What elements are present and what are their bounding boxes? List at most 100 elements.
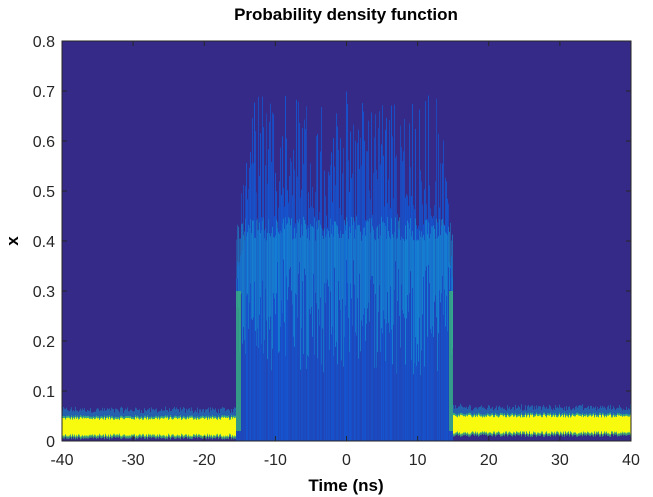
spread-column (314, 216, 315, 441)
spread-column (258, 96, 259, 441)
baseline-edge (134, 417, 135, 421)
edge-transition (238, 291, 239, 431)
baseline-edge (211, 416, 212, 420)
spread-core (311, 226, 312, 307)
baseline-edge (135, 436, 136, 440)
baseline-edge (561, 432, 562, 436)
baseline-edge (554, 431, 555, 435)
baseline-edge (537, 432, 538, 436)
baseline-edge (76, 434, 77, 438)
baseline-band (492, 415, 493, 435)
baseline-edge (147, 415, 148, 419)
spread-core (319, 219, 320, 326)
baseline-edge (107, 435, 108, 439)
baseline-edge (70, 417, 71, 421)
baseline-edge (582, 433, 583, 437)
baseline-band (490, 416, 491, 434)
baseline-band (549, 415, 550, 434)
baseline-edge (465, 431, 466, 435)
baseline-band (611, 417, 612, 433)
spread-core (302, 235, 303, 282)
spread-core (434, 228, 435, 302)
spread-core (259, 222, 260, 315)
x-tick-label: 40 (622, 452, 640, 469)
baseline-halo (516, 408, 517, 420)
baseline-halo (84, 408, 85, 420)
baseline-band (178, 418, 179, 437)
baseline-edge (163, 416, 164, 420)
baseline-edge (105, 417, 106, 421)
baseline-edge (581, 414, 582, 418)
baseline-edge (118, 434, 119, 438)
baseline-band (551, 417, 552, 433)
baseline-edge (228, 415, 229, 419)
baseline-edge (200, 416, 201, 420)
spread-core (348, 238, 349, 318)
spread-column (408, 205, 409, 441)
baseline-edge (225, 435, 226, 439)
baseline-edge (197, 416, 198, 420)
spread-column (439, 207, 440, 441)
baseline-edge (225, 415, 226, 419)
spread-column (396, 155, 397, 441)
baseline-edge (525, 433, 526, 437)
baseline-edge (569, 433, 570, 437)
spread-column (394, 104, 395, 441)
baseline-halo (220, 408, 221, 420)
spread-core (349, 226, 350, 353)
baseline-halo (465, 407, 466, 419)
baseline-edge (459, 414, 460, 418)
baseline-edge (598, 415, 599, 419)
baseline-edge (154, 417, 155, 421)
baseline-edge (544, 412, 545, 416)
baseline-band (159, 419, 160, 435)
baseline-edge (578, 413, 579, 417)
spread-core (324, 228, 325, 284)
baseline-edge (457, 415, 458, 419)
baseline-edge (584, 432, 585, 436)
spread-column (333, 138, 334, 441)
baseline-halo (461, 405, 462, 417)
baseline-band (535, 416, 536, 434)
baseline-band (168, 419, 169, 435)
baseline-edge (573, 413, 574, 417)
baseline-edge (467, 414, 468, 418)
baseline-edge (77, 435, 78, 439)
spread-column (368, 120, 369, 441)
baseline-halo (197, 407, 198, 419)
baseline-edge (490, 432, 491, 436)
spread-column (429, 185, 430, 441)
baseline-band (597, 416, 598, 433)
baseline-band (504, 415, 505, 435)
baseline-edge (109, 436, 110, 440)
baseline-edge (63, 435, 64, 439)
baseline-edge (230, 417, 231, 421)
baseline-edge (83, 415, 84, 419)
spread-column (383, 155, 384, 441)
baseline-edge (594, 431, 595, 435)
baseline-edge (565, 415, 566, 419)
baseline-band (594, 417, 595, 433)
baseline-edge (491, 413, 492, 417)
baseline-edge (588, 414, 589, 418)
baseline-halo (539, 406, 540, 418)
baseline-edge (207, 417, 208, 421)
baseline-edge (232, 416, 233, 420)
baseline-band (73, 417, 74, 437)
baseline-band (595, 415, 596, 435)
baseline-edge (522, 431, 523, 435)
spread-core (372, 226, 373, 276)
baseline-edge (624, 414, 625, 418)
baseline-edge (84, 416, 85, 420)
baseline-halo (98, 408, 99, 420)
baseline-edge (469, 412, 470, 416)
baseline-band (64, 417, 65, 437)
baseline-edge (228, 436, 229, 440)
baseline-edge (481, 414, 482, 418)
baseline-band (546, 417, 547, 433)
baseline-edge (621, 432, 622, 436)
baseline-band (145, 417, 146, 437)
baseline-edge (85, 415, 86, 419)
baseline-halo (152, 409, 153, 421)
baseline-halo (194, 411, 195, 423)
